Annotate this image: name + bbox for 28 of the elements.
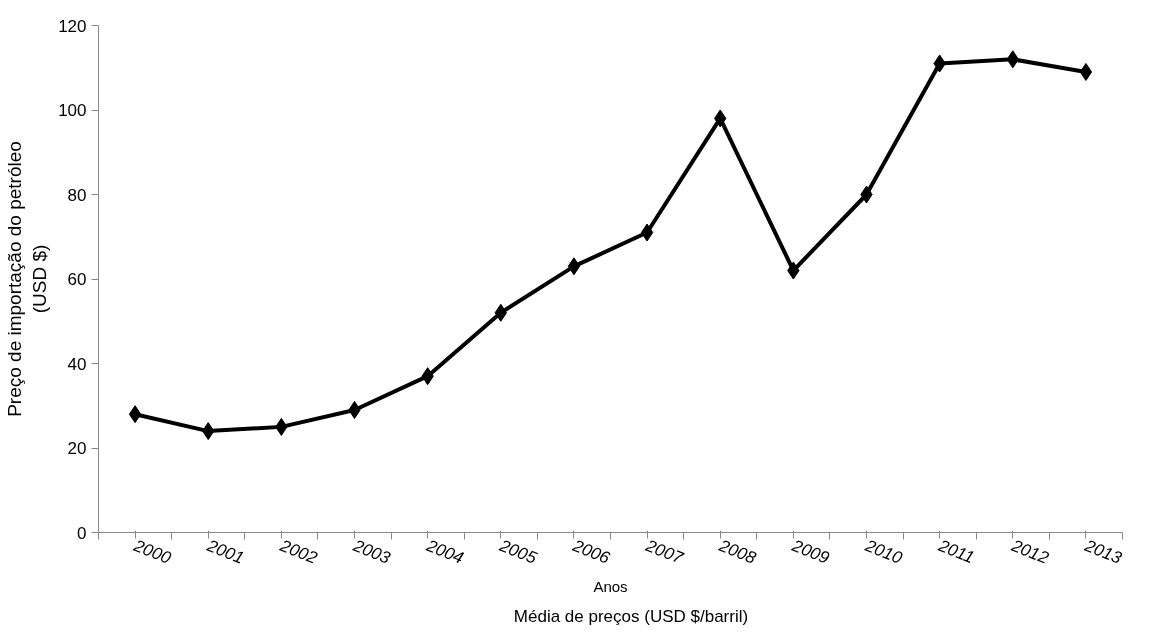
x-tick-label: 2009 [788, 535, 833, 569]
y-tick-label: 60 [67, 270, 87, 289]
y-axis-title: Preço de importação do petróleo (USD $) [3, 141, 51, 417]
y-tick-label: 40 [67, 354, 87, 374]
y-tick-label: 0 [77, 523, 87, 543]
x-tick-label: 2004 [423, 535, 467, 568]
point [128, 405, 142, 424]
x-tick-label: 2012 [1008, 535, 1052, 569]
x-tick-label: 2000 [130, 535, 175, 569]
y-tick-label: 20 [67, 439, 87, 458]
x-tick-label: 2011 [935, 535, 977, 568]
x-axis-title: Anos [593, 577, 628, 595]
x-tick-label: 2008 [715, 535, 760, 569]
x-tick-label: 2003 [349, 535, 394, 569]
x-tick-label: 2006 [569, 535, 613, 569]
text: Média de preços (USD $/barril) [513, 607, 749, 627]
point [1079, 62, 1093, 81]
point [567, 257, 581, 276]
y-tick-label: 80 [67, 185, 87, 205]
x-tick-label: 2007 [642, 535, 687, 569]
x-tick-label: 2001 [203, 535, 247, 568]
y-tick-label: 120 [58, 16, 87, 36]
x-tick-label: 2010 [861, 535, 906, 569]
x-tick-label: 2013 [1081, 535, 1125, 569]
y-tick-label: 100 [58, 101, 87, 120]
x-tick-label: 2002 [276, 535, 321, 569]
x-tick-label: 2005 [496, 535, 540, 569]
point [640, 223, 654, 242]
